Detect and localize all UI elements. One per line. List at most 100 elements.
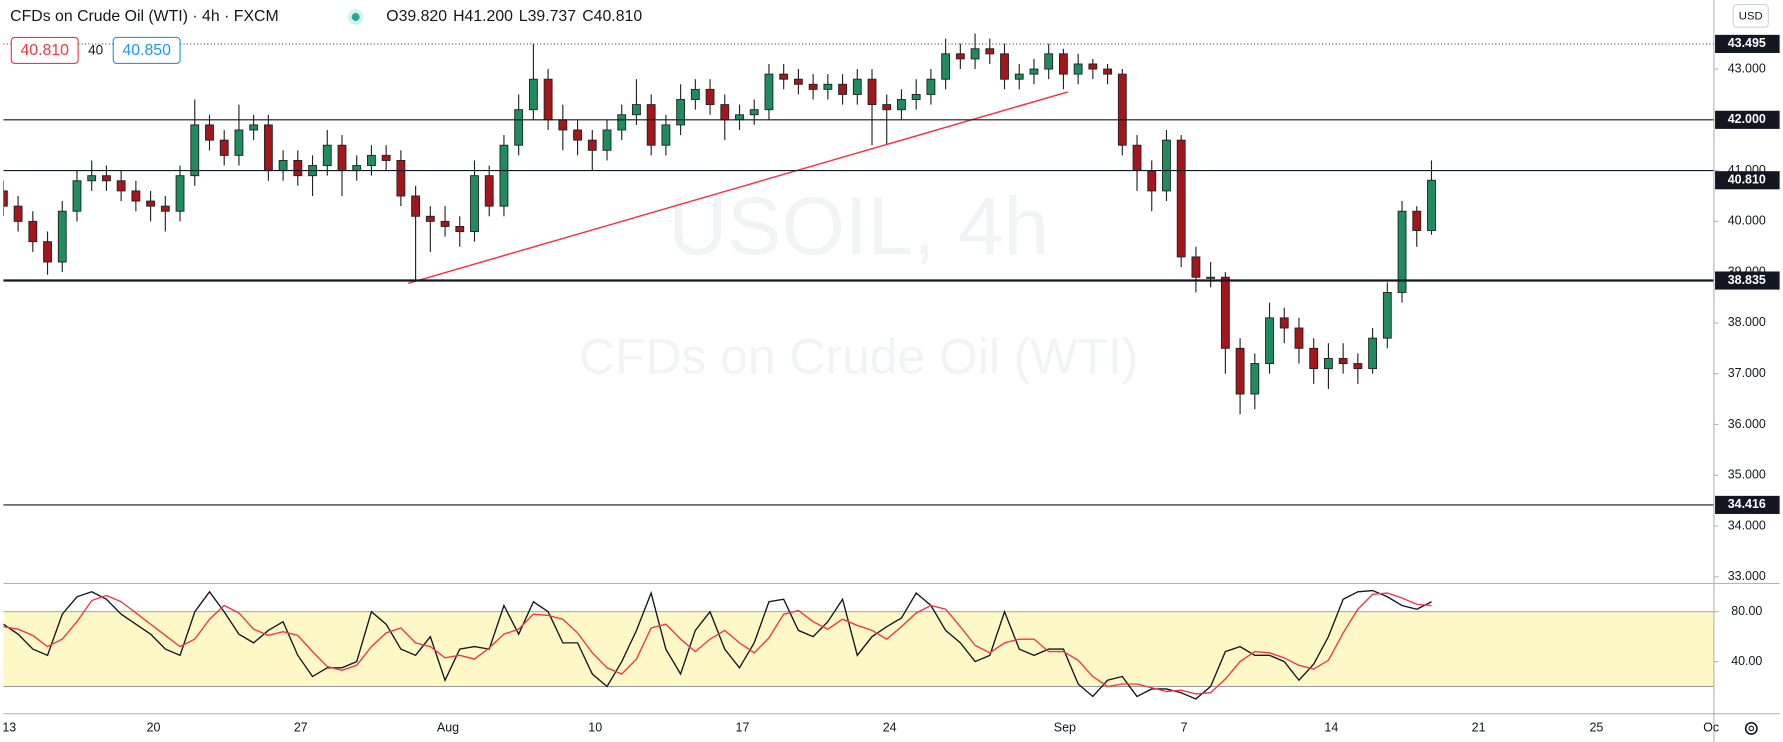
candle-body xyxy=(425,215,435,222)
candle-body xyxy=(411,195,421,217)
candle-body xyxy=(941,53,951,80)
status-dot xyxy=(351,13,360,21)
x-tick-label: Sep xyxy=(1054,721,1076,735)
spread: 40 xyxy=(88,43,104,58)
candle-body xyxy=(514,109,524,146)
candle-body xyxy=(955,53,965,60)
ohlc-high: H41.200 xyxy=(453,8,513,25)
gear-ring[interactable] xyxy=(1744,721,1758,735)
settings-icon[interactable] xyxy=(1744,721,1758,735)
y-tick-label: 35.000 xyxy=(1728,468,1766,482)
candle-body xyxy=(352,165,362,172)
y-tick-label: 37.000 xyxy=(1728,366,1766,380)
candle-body xyxy=(1294,327,1304,349)
candle-body xyxy=(617,114,627,131)
candle-body xyxy=(1279,317,1289,329)
candle-body xyxy=(690,88,700,100)
candle-body xyxy=(779,73,789,80)
x-tick-label: 14 xyxy=(1324,721,1338,735)
sell-price[interactable]: 40.810 xyxy=(20,42,69,59)
candle-body xyxy=(970,48,980,60)
last-price-label: 40.810 xyxy=(1728,173,1766,187)
candle-body xyxy=(587,139,597,151)
candle-body xyxy=(1220,276,1230,349)
stoch-line xyxy=(3,592,1432,695)
currency-button[interactable] xyxy=(1732,3,1769,28)
candle-body xyxy=(1014,73,1024,80)
watermark-symbol: USOIL, 4h xyxy=(668,181,1049,272)
candle-body xyxy=(1324,358,1333,370)
y-tick-label: 34.000 xyxy=(1728,518,1766,532)
symbol-title: CFDs on Crude Oil (WTI) · 4h · FXCM xyxy=(10,8,279,25)
candle-body xyxy=(852,78,862,95)
candle-body xyxy=(1338,358,1348,365)
candle-body xyxy=(573,129,582,141)
candle-body xyxy=(13,205,23,222)
candle-body xyxy=(28,220,38,243)
x-tick-label: 25 xyxy=(1589,721,1603,735)
candle-body xyxy=(1265,317,1274,365)
x-tick-label: 27 xyxy=(294,721,308,735)
candle-body xyxy=(1206,276,1216,279)
x-tick-label: 13 xyxy=(2,721,16,735)
candle-body xyxy=(1309,347,1319,370)
x-tick-label: 10 xyxy=(588,721,602,735)
candle-body xyxy=(72,180,82,212)
candle-body xyxy=(543,78,553,121)
candle-body xyxy=(1250,363,1260,395)
candle-body xyxy=(160,205,170,212)
candle-body xyxy=(897,99,906,111)
sell-button[interactable] xyxy=(10,36,79,65)
currency-label[interactable]: USD xyxy=(1739,10,1763,22)
candle-body xyxy=(793,78,803,85)
candle-body xyxy=(1147,170,1157,192)
candle-body xyxy=(470,175,479,232)
y-tick-label: 36.000 xyxy=(1728,417,1766,431)
stoch-line xyxy=(3,589,1432,700)
candle-body xyxy=(1073,63,1083,75)
level-label-box xyxy=(1715,34,1780,53)
candle-body xyxy=(87,175,97,182)
level-label: 38.835 xyxy=(1728,273,1766,287)
ohlc-open: O39.820 xyxy=(386,8,447,25)
candle-body xyxy=(632,104,641,116)
candle-body xyxy=(1235,347,1245,395)
y2-tick-label: 80.00 xyxy=(1731,604,1762,618)
candle-body xyxy=(676,99,686,126)
candle-body xyxy=(278,159,288,172)
candle-body xyxy=(263,124,273,172)
level-label: 34.416 xyxy=(1728,497,1766,511)
candle-body xyxy=(1368,337,1378,370)
candle-body xyxy=(1103,68,1112,75)
gear-hub[interactable] xyxy=(1748,725,1755,732)
candle-body xyxy=(234,129,244,156)
candle-body xyxy=(146,200,156,207)
trend-line xyxy=(408,91,1069,285)
candle-body xyxy=(484,175,494,207)
candle-body xyxy=(558,119,568,131)
candle-body xyxy=(661,124,671,146)
candle-body xyxy=(1088,63,1098,70)
candle-body xyxy=(867,78,877,106)
candle-body xyxy=(1191,256,1201,278)
buy-price[interactable]: 40.850 xyxy=(122,42,171,59)
candle-body xyxy=(219,139,229,156)
buy-button[interactable] xyxy=(112,36,181,65)
candle-body xyxy=(911,93,921,100)
candle-body xyxy=(499,144,509,207)
y-tick-label: 43.000 xyxy=(1728,61,1766,75)
candle-body xyxy=(720,104,730,121)
level-label-box xyxy=(1715,110,1780,129)
candle-body xyxy=(1117,73,1127,146)
candle-body xyxy=(985,48,995,55)
stoch-pane xyxy=(3,589,1714,700)
x-tick-label: Aug xyxy=(437,721,459,735)
candle-body xyxy=(1029,68,1039,75)
x-tick-label: 7 xyxy=(1181,721,1188,735)
price-pane xyxy=(3,33,1714,506)
y2-tick-label: 40.00 xyxy=(1731,654,1762,668)
candle-body xyxy=(749,109,759,116)
